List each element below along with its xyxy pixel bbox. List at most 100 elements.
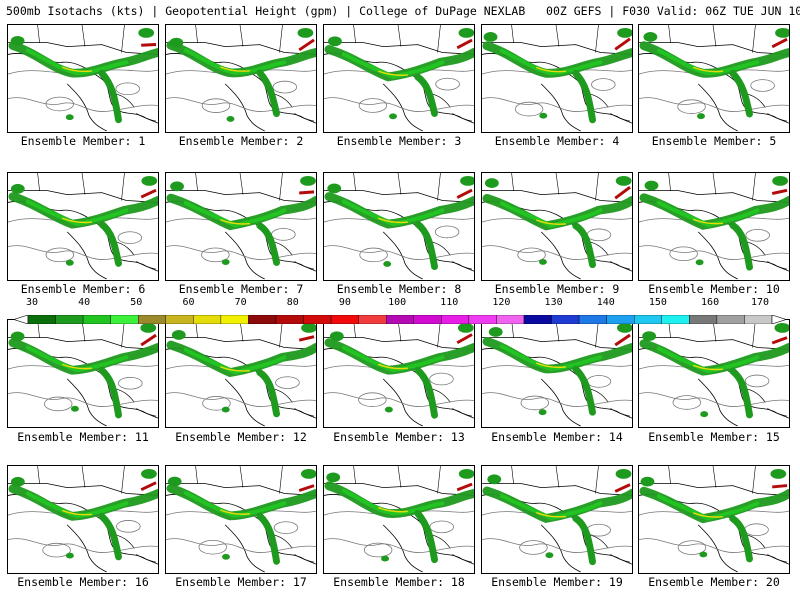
colorbar-swatch [744, 314, 773, 325]
ensemble-member-label: Ensemble Member: 4 [494, 134, 620, 148]
colorbar-swatch [55, 314, 84, 325]
colorbar-tick-label: 60 [182, 297, 195, 308]
ensemble-member-label: Ensemble Member: 1 [20, 134, 146, 148]
isotach-map [482, 173, 632, 280]
ensemble-member-label: Ensemble Member: 10 [648, 282, 780, 296]
ensemble-member-label: Ensemble Member: 20 [648, 575, 780, 589]
ensemble-member-map [638, 24, 790, 133]
colorbar-tick-label: 120 [492, 297, 511, 308]
colorbar-tick-label: 30 [25, 297, 39, 308]
ensemble-member-map [323, 465, 475, 574]
colorbar-tick-label: 80 [286, 297, 299, 308]
ensemble-member-map [7, 319, 159, 428]
isotach-map [8, 173, 158, 280]
isotach-map [8, 466, 158, 573]
ensemble-member-label: Ensemble Member: 3 [336, 134, 462, 148]
colorbar-tick-label: 90 [338, 297, 351, 308]
chart-header: 500mb Isotachs (kts) | Geopotential Heig… [6, 4, 800, 18]
colorbar-swatch [606, 314, 635, 325]
ensemble-member-map [165, 24, 317, 133]
isotach-map [324, 173, 474, 280]
isotach-map [482, 320, 632, 427]
colorbar-swatch [716, 314, 745, 325]
colorbar-arrow-right [771, 314, 787, 325]
ensemble-member-map [165, 319, 317, 428]
colorbar-swatch [110, 314, 139, 325]
colorbar-swatch [138, 314, 166, 325]
ensemble-member-map [7, 24, 159, 133]
colorbar-svg [13, 314, 787, 325]
colorbar-swatch [248, 314, 277, 325]
colorbar-swatch [413, 314, 442, 325]
colorbar-swatch [275, 314, 304, 325]
isotach-map [639, 173, 789, 280]
colorbar-tick-label: 110 [440, 297, 459, 308]
ensemble-member-map [481, 24, 633, 133]
colorbar-swatch [386, 314, 414, 325]
ensemble-member-map [481, 465, 633, 574]
ensemble-member-label: Ensemble Member: 8 [336, 282, 462, 296]
colorbar-tick-label: 100 [388, 297, 407, 308]
colorbar-tick-label: 160 [701, 297, 720, 308]
colorbar-swatch [165, 314, 194, 325]
isotach-map [639, 320, 789, 427]
isotach-map [482, 466, 632, 573]
colorbar-swatch [193, 314, 222, 325]
colorbar-swatch [551, 314, 580, 325]
ensemble-member-label: Ensemble Member: 5 [651, 134, 777, 148]
ensemble-member-label: Ensemble Member: 15 [648, 430, 780, 444]
ensemble-member-label: Ensemble Member: 7 [178, 282, 304, 296]
ensemble-member-map [323, 24, 475, 133]
ensemble-member-map [7, 465, 159, 574]
colorbar-swatch [441, 314, 470, 325]
ensemble-member-map [638, 172, 790, 281]
isotach-map [166, 25, 316, 132]
ensemble-member-map [481, 319, 633, 428]
ensemble-member-map [165, 465, 317, 574]
colorbar-swatch [27, 314, 56, 325]
colorbar-tick-label: 40 [78, 297, 91, 308]
colorbar-tick-label: 70 [234, 297, 247, 308]
isotach-map [166, 466, 316, 573]
colorbar-swatch [578, 314, 607, 325]
colorbar-swatch [661, 314, 690, 325]
colorbar-arrow-left [13, 314, 29, 325]
colorbar-swatch [358, 314, 387, 325]
ensemble-member-map [323, 319, 475, 428]
colorbar-swatch [220, 314, 249, 325]
isotach-map [8, 320, 158, 427]
ensemble-member-map [165, 172, 317, 281]
ensemble-member-label: Ensemble Member: 18 [333, 575, 465, 589]
isotach-map [639, 466, 789, 573]
ensemble-member-label: Ensemble Member: 12 [175, 430, 307, 444]
ensemble-member-map [638, 465, 790, 574]
ensemble-member-label: Ensemble Member: 2 [178, 134, 304, 148]
ensemble-member-label: Ensemble Member: 13 [333, 430, 465, 444]
colorbar-swatch [330, 314, 359, 325]
ensemble-member-map [323, 172, 475, 281]
isotach-map [324, 320, 474, 427]
colorbar-tick-label: 140 [596, 297, 615, 308]
ensemble-member-map [638, 319, 790, 428]
ensemble-member-label: Ensemble Member: 16 [17, 575, 149, 589]
ensemble-member-label: Ensemble Member: 9 [494, 282, 620, 296]
isotach-map [166, 173, 316, 280]
colorbar-swatch [634, 314, 662, 325]
ensemble-member-label: Ensemble Member: 19 [491, 575, 623, 589]
isotach-map [639, 25, 789, 132]
isotach-colorbar [13, 309, 787, 325]
isotach-map [8, 25, 158, 132]
ensemble-member-label: Ensemble Member: 6 [20, 282, 146, 296]
isotach-map [482, 25, 632, 132]
colorbar-swatch [303, 314, 332, 325]
colorbar-swatch [689, 314, 718, 325]
isotach-map [324, 25, 474, 132]
colorbar-tick-label: 150 [648, 297, 667, 308]
colorbar-tick-label: 50 [130, 297, 143, 308]
isotach-map [166, 320, 316, 427]
colorbar-swatch [496, 314, 525, 325]
isotach-map [324, 466, 474, 573]
ensemble-member-map [7, 172, 159, 281]
ensemble-member-label: Ensemble Member: 11 [17, 430, 149, 444]
